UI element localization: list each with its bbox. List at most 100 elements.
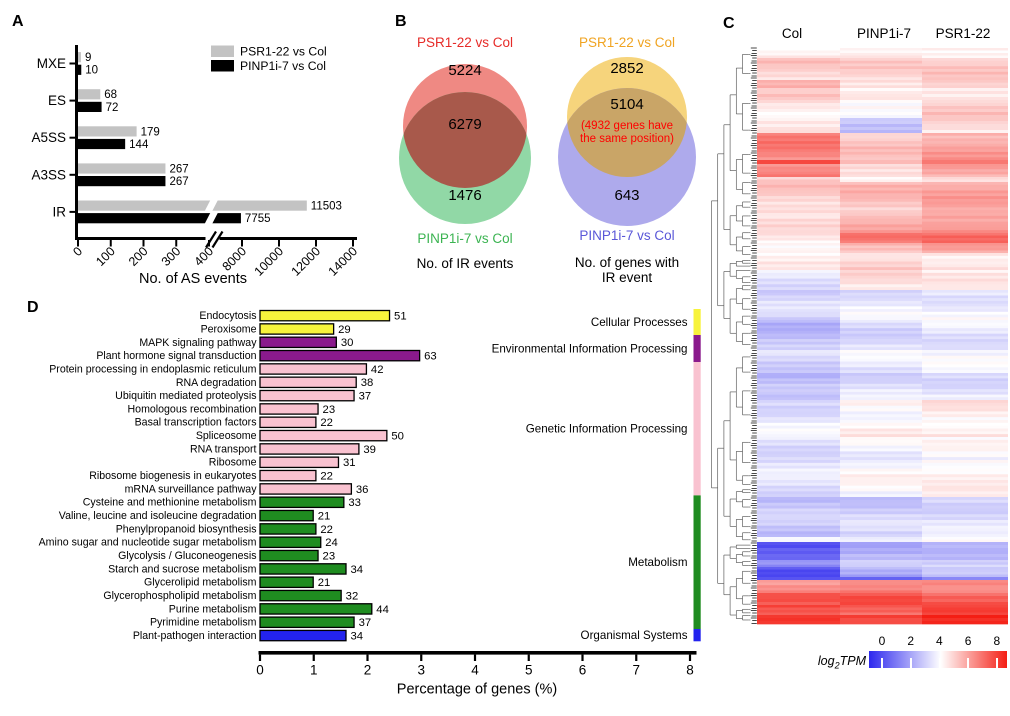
heatmap-row-cell [922,210,1008,214]
as-bar-value: 144 [129,139,149,151]
heatmap-row-cell [840,442,922,446]
heatmap-row-cell [922,196,1008,200]
heatmap-row-cell [757,243,840,246]
heatmap-row-cell [840,621,922,625]
a-x-axis-title: No. of AS events [139,271,247,287]
heatmap-row-cell [840,612,922,616]
heatmap-row-cell [840,97,922,101]
a-axis-break-slash [211,230,224,249]
venn2-top-set-label: PSR1-22 vs Col [578,35,676,50]
colorbar-tick-label: 4 [936,634,943,648]
heatmap-row-cell [922,344,1008,348]
heatmap-row-cell [840,69,922,73]
heatmap-row-cell [922,74,1008,78]
heatmap-row-cell [922,610,1008,613]
heatmap-row-cell [922,548,1008,552]
kegg-row-label: Glycerolipid metabolism [144,577,257,589]
kegg-bar [259,576,314,589]
heatmap-row-cell [922,391,1008,395]
heatmap-row-cell [840,71,922,75]
as-bar-value: 10 [85,65,98,77]
heatmap-row-cell [757,531,840,535]
heatmap-row-cell [922,48,1008,51]
heatmap-row-cell [840,610,922,613]
heatmap-row-cell [922,471,1008,475]
heatmap-row-cell [840,420,922,424]
heatmap-row-cell [840,383,922,387]
heatmap-row-cell [757,295,840,299]
heatmap-row-cell [840,497,922,501]
heatmap-row-cell [922,381,1008,385]
heatmap-row-cell [757,551,840,555]
heatmap-row-cell [840,80,922,84]
heatmap-row-cell [840,130,922,134]
heatmap-row-cell [922,201,1008,205]
heatmap-row-cell [757,85,840,89]
heatmap-row-cell [922,109,1008,113]
heatmap-row-cell [757,196,840,200]
heatmap-row-cell [757,272,840,277]
colorbar-tick [881,658,884,668]
heatmap-row-cell [922,207,1008,211]
heatmap-row-cell [922,190,1008,194]
colorbar-tick [996,658,998,668]
colorbar-label-tpm: TPM [839,654,866,668]
heatmap-row-cell [922,480,1008,484]
heatmap-row-cell [922,224,1008,228]
colorbar-tick-label: 0 [878,634,886,648]
heatmap-row-cell [840,375,922,379]
kegg-bar [259,456,340,469]
heatmap-row-cell [757,298,840,302]
heatmap-row-cell [757,520,840,524]
heatmap-row-cell [757,420,840,424]
as-category-label: IR [53,204,67,219]
kegg-bar [259,509,314,522]
heatmap-row-cell [757,100,840,104]
heatmap-row-cell [840,545,922,549]
heatmap-row-cell [922,367,1008,371]
venn1-bottom-set-label: PINP1i-7 vs Col [417,231,513,246]
heatmap-row-cell [757,55,840,59]
heatmap-row-cell [757,499,840,504]
heatmap-row-cell [922,133,1008,137]
heatmap-row-cell [922,182,1008,186]
heatmap-row-cell [757,174,840,178]
heatmap-row-cell [757,612,840,616]
heatmap-row-cell [922,511,1008,515]
heatmap-row-cell [840,448,922,452]
heatmap-row-cell [757,230,840,234]
heatmap-row-cell [757,577,840,581]
kegg-row-count: 34 [351,630,364,642]
heatmap-row-cell [757,593,840,597]
colorbar-tick [938,658,941,668]
heatmap-row-cell [840,85,922,89]
heatmap-row-cell [922,151,1008,155]
as-bar-MXE-0 [78,52,81,63]
heatmap-row-cell [840,143,922,147]
heatmap-row-cell [922,587,1008,591]
heatmap-row-cell [922,494,1008,498]
colorbar-tick-label: 2 [907,634,915,648]
kegg-row-count: 21 [318,510,331,522]
heatmap-row-cell [840,482,922,487]
panel-b-label: B [395,13,407,30]
kegg-bar [259,429,388,442]
a-axis-break-slash [205,230,217,249]
heatmap-row-cell [840,333,922,337]
colorbar-tick [909,658,912,668]
heatmap-row-cell [922,474,1008,478]
heatmap-row-cell [757,245,840,249]
heatmap-row-cell [922,386,1008,390]
heatmap-row-cell [840,488,922,492]
heatmap-row-cell [922,445,1008,449]
heatmap-row-cell [757,505,840,509]
heatmap-row-cell [840,347,922,351]
kegg-row-label: Homologous recombination [128,403,257,415]
heatmap-row-cell [922,275,1008,279]
heatmap-row-cell [840,278,922,282]
heatmap-row-cell [922,605,1008,608]
heatmap-row-cell [922,88,1008,92]
heatmap-row-cell [840,198,922,203]
heatmap-row-cell [922,328,1008,332]
as-category-label: ES [48,93,66,108]
